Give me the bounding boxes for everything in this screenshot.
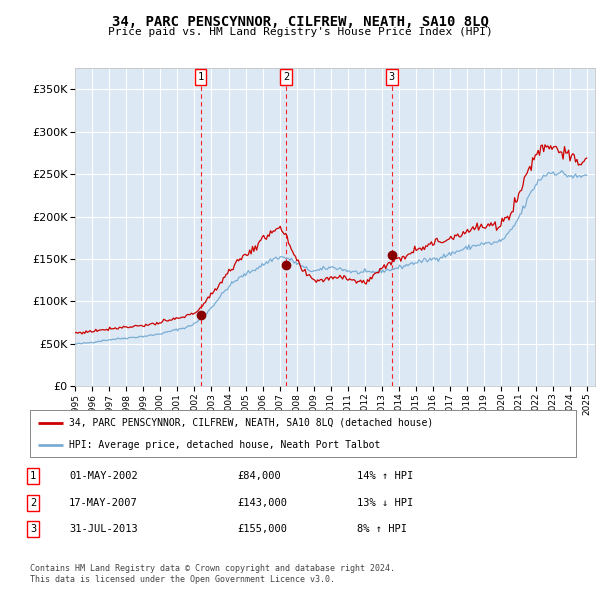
Text: 3: 3: [389, 72, 395, 82]
Text: £143,000: £143,000: [237, 498, 287, 507]
Text: This data is licensed under the Open Government Licence v3.0.: This data is licensed under the Open Gov…: [30, 575, 335, 584]
Text: HPI: Average price, detached house, Neath Port Talbot: HPI: Average price, detached house, Neat…: [70, 440, 380, 450]
Text: 3: 3: [30, 525, 36, 534]
Text: 2: 2: [283, 72, 289, 82]
Text: 34, PARC PENSCYNNOR, CILFREW, NEATH, SA10 8LQ (detached house): 34, PARC PENSCYNNOR, CILFREW, NEATH, SA1…: [70, 418, 434, 428]
Text: £155,000: £155,000: [237, 525, 287, 534]
Text: £84,000: £84,000: [237, 471, 281, 481]
Text: 31-JUL-2013: 31-JUL-2013: [69, 525, 138, 534]
Text: 14% ↑ HPI: 14% ↑ HPI: [357, 471, 413, 481]
Text: 1: 1: [197, 72, 204, 82]
Text: 1: 1: [30, 471, 36, 481]
Text: 17-MAY-2007: 17-MAY-2007: [69, 498, 138, 507]
Text: 13% ↓ HPI: 13% ↓ HPI: [357, 498, 413, 507]
Text: 01-MAY-2002: 01-MAY-2002: [69, 471, 138, 481]
Text: 34, PARC PENSCYNNOR, CILFREW, NEATH, SA10 8LQ: 34, PARC PENSCYNNOR, CILFREW, NEATH, SA1…: [112, 15, 488, 29]
Text: 2: 2: [30, 498, 36, 507]
Text: Price paid vs. HM Land Registry's House Price Index (HPI): Price paid vs. HM Land Registry's House …: [107, 27, 493, 37]
Text: 8% ↑ HPI: 8% ↑ HPI: [357, 525, 407, 534]
Text: Contains HM Land Registry data © Crown copyright and database right 2024.: Contains HM Land Registry data © Crown c…: [30, 565, 395, 573]
